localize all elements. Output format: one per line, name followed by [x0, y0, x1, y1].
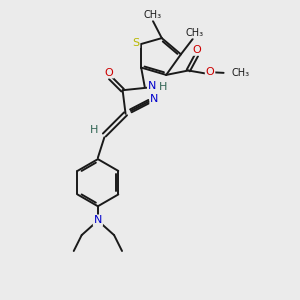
Text: O: O	[105, 68, 113, 78]
Text: CH₃: CH₃	[186, 28, 204, 38]
Text: N: N	[94, 215, 102, 225]
Text: CH₃: CH₃	[143, 10, 161, 20]
Text: CH₃: CH₃	[232, 68, 250, 78]
Text: O: O	[206, 67, 214, 77]
Text: N: N	[148, 81, 156, 91]
Text: H: H	[159, 82, 167, 92]
Text: S: S	[132, 38, 140, 47]
Text: N: N	[150, 94, 159, 104]
Text: O: O	[193, 45, 202, 55]
Text: H: H	[90, 125, 98, 135]
